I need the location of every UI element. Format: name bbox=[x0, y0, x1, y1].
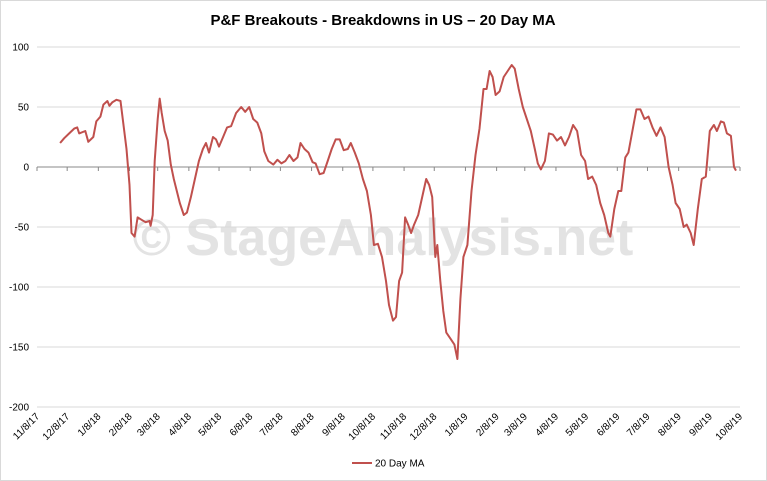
legend-label: 20 Day MA bbox=[375, 459, 425, 470]
y-tick-label: 0 bbox=[23, 163, 29, 174]
y-tick-label: -50 bbox=[15, 223, 30, 234]
y-tick-label: 50 bbox=[18, 103, 30, 114]
y-tick-label: 100 bbox=[12, 43, 29, 54]
y-tick-label: -200 bbox=[9, 403, 29, 414]
chart-title: P&F Breakouts - Breakdowns in US – 20 Da… bbox=[210, 12, 555, 29]
data-line bbox=[59, 64, 737, 360]
y-tick-label: -100 bbox=[9, 283, 29, 294]
y-tick-label: -150 bbox=[9, 343, 29, 354]
